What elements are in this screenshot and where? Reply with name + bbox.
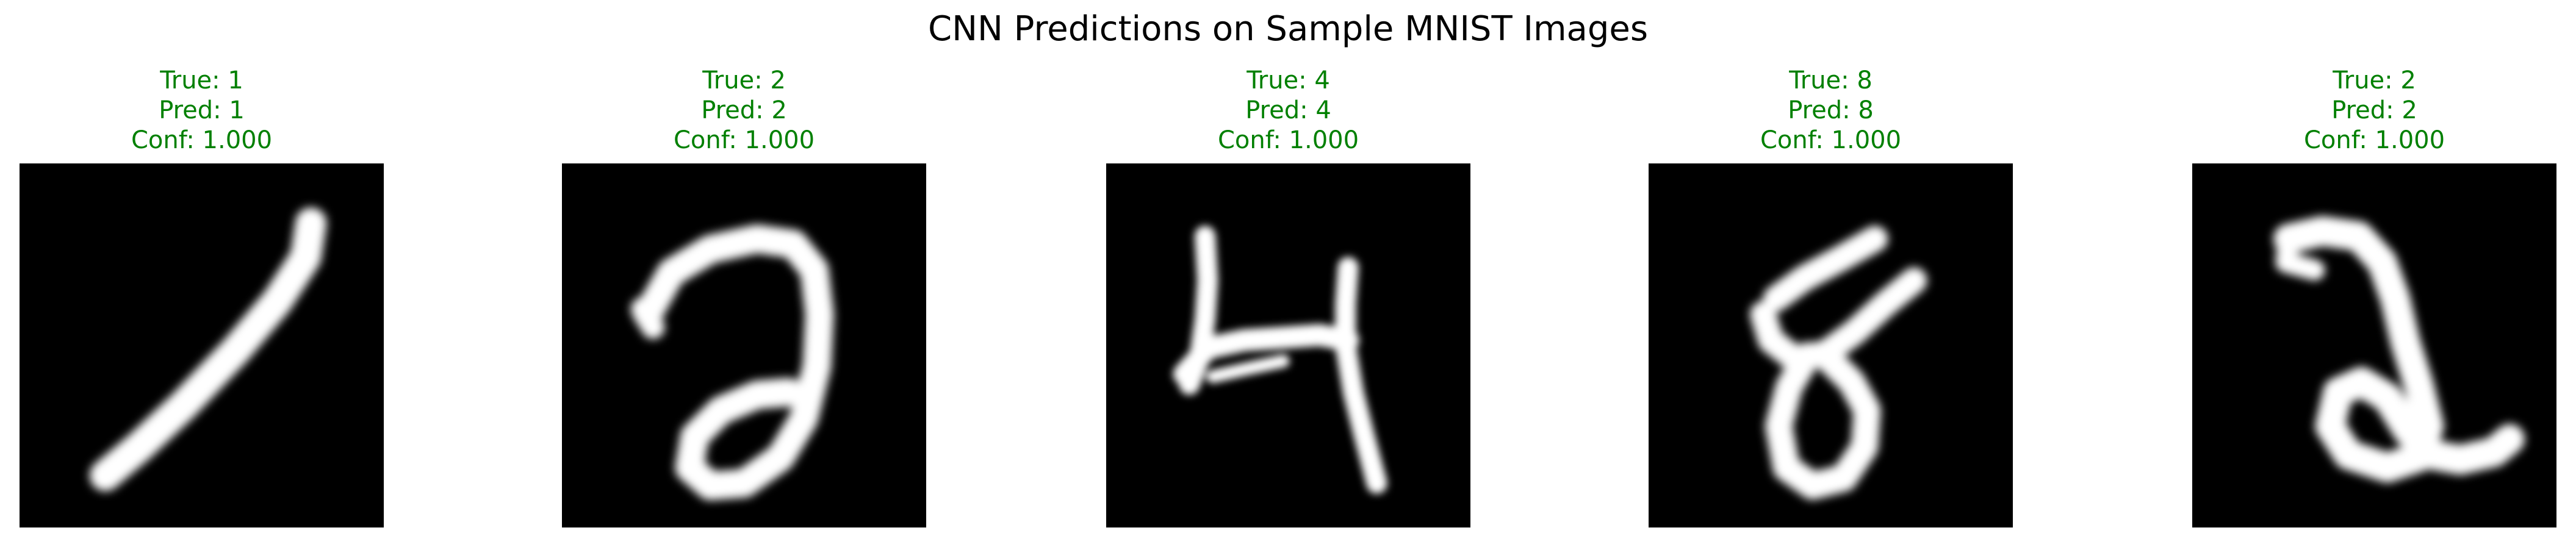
digit-image-4 [1649, 163, 2013, 527]
confidence-label: Conf: 1.000 [131, 126, 273, 154]
prediction-panel-1: True: 1 Pred: 1 Conf: 1.000 [20, 0, 384, 547]
confidence-label: Conf: 1.000 [2303, 126, 2445, 154]
confidence-label: Conf: 1.000 [673, 126, 815, 154]
prediction-panel-4: True: 8 Pred: 8 Conf: 1.000 [1649, 0, 2013, 547]
prediction-panel-5: True: 2 Pred: 2 Conf: 1.000 [2192, 0, 2556, 547]
panel-title-2: True: 2 Pred: 2 Conf: 1.000 [562, 66, 926, 156]
pred-label: Pred: 2 [2331, 96, 2417, 124]
panel-title-3: True: 4 Pred: 4 Conf: 1.000 [1106, 66, 1470, 156]
true-label: True: 2 [702, 66, 786, 95]
figure-title: CNN Predictions on Sample MNIST Images [927, 9, 1649, 49]
true-label: True: 4 [1247, 66, 1330, 95]
panel-title-1: True: 1 Pred: 1 Conf: 1.000 [20, 66, 384, 156]
digit-image-3 [1106, 163, 1470, 527]
panel-title-5: True: 2 Pred: 2 Conf: 1.000 [2192, 66, 2556, 156]
pred-label: Pred: 8 [1788, 96, 1874, 124]
true-label: True: 1 [160, 66, 243, 95]
digit-image-1 [20, 163, 384, 527]
digit-image-2 [562, 163, 926, 527]
pred-label: Pred: 4 [1245, 96, 1331, 124]
pred-label: Pred: 1 [159, 96, 245, 124]
confidence-label: Conf: 1.000 [1217, 126, 1359, 154]
prediction-panel-2: True: 2 Pred: 2 Conf: 1.000 [562, 0, 926, 547]
true-label: True: 8 [1789, 66, 1873, 95]
prediction-panel-3: True: 4 Pred: 4 Conf: 1.000 [1106, 0, 1470, 547]
true-label: True: 2 [2333, 66, 2416, 95]
panel-title-4: True: 8 Pred: 8 Conf: 1.000 [1649, 66, 2013, 156]
digit-image-5 [2192, 163, 2556, 527]
confidence-label: Conf: 1.000 [1760, 126, 1902, 154]
pred-label: Pred: 2 [701, 96, 787, 124]
